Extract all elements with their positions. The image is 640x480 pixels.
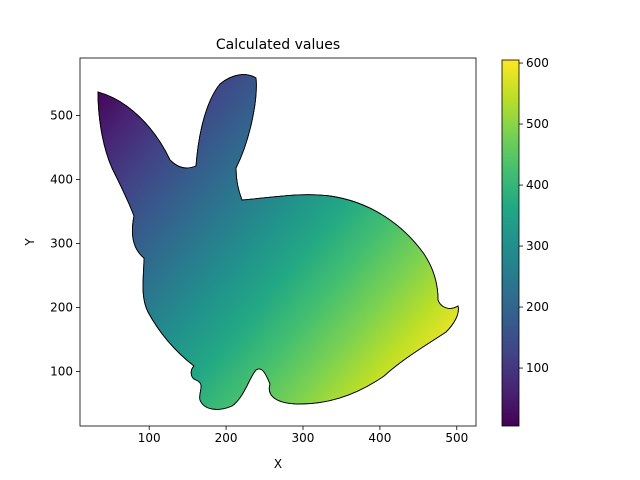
x-tick-label: 100 xyxy=(138,431,161,445)
colorbar-tick-label: 400 xyxy=(526,178,549,192)
bunny-mesh xyxy=(97,74,459,410)
y-axis-ticks: 100 200 300 400 500 xyxy=(50,109,80,379)
chart-title: Calculated values xyxy=(216,37,340,53)
y-axis-label: Y xyxy=(23,238,37,247)
y-tick-label: 400 xyxy=(50,173,73,187)
x-tick-label: 400 xyxy=(368,431,391,445)
colorbar-tick-label: 500 xyxy=(526,117,549,131)
colorbar-tick-label: 600 xyxy=(526,56,549,70)
y-tick-label: 500 xyxy=(50,109,73,123)
colorbar-tick-label: 200 xyxy=(526,300,549,314)
colorbar xyxy=(501,59,520,427)
x-tick-label: 300 xyxy=(292,431,315,445)
y-tick-label: 300 xyxy=(50,237,73,251)
y-tick-label: 100 xyxy=(50,365,73,379)
x-tick-label: 500 xyxy=(445,431,468,445)
x-axis-label: X xyxy=(274,457,282,471)
colorbar-ticks: 100 200 300 400 500 600 xyxy=(519,56,549,375)
y-tick-label: 200 xyxy=(50,301,73,315)
colorbar-tick-label: 300 xyxy=(526,239,549,253)
x-tick-label: 200 xyxy=(215,431,238,445)
colorbar-tick-label: 100 xyxy=(526,361,549,375)
x-axis-ticks: 100 200 300 400 500 xyxy=(138,426,468,445)
